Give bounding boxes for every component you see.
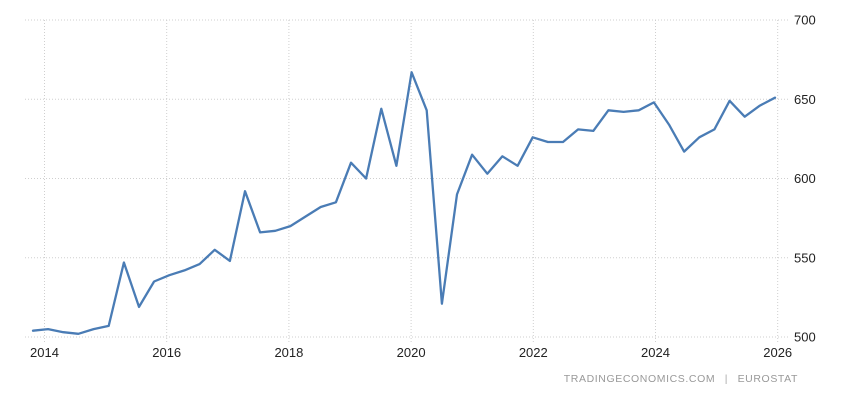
y-tick-label: 650 [794, 92, 816, 107]
x-tick-label: 2024 [641, 345, 670, 360]
series-line [31, 71, 777, 335]
y-tick-label: 500 [794, 330, 816, 345]
x-tick-label: 2022 [519, 345, 548, 360]
x-tick-label: 2018 [274, 345, 303, 360]
x-tick-label: 2026 [763, 345, 792, 360]
y-tick-label: 550 [794, 250, 816, 265]
x-tick-label: 2020 [397, 345, 426, 360]
attribution-separator: | [724, 373, 729, 385]
tradingeconomics-link[interactable]: TRADINGECONOMICS.COM [563, 373, 716, 385]
x-tick-label: 2016 [152, 345, 181, 360]
y-tick-label: 600 [794, 171, 816, 186]
attribution: TRADINGECONOMICS.COM | EUROSTAT [564, 373, 798, 385]
y-tick-label: 700 [794, 13, 816, 28]
eurostat-link[interactable]: EUROSTAT [737, 373, 798, 385]
x-tick-label: 2014 [30, 345, 59, 360]
